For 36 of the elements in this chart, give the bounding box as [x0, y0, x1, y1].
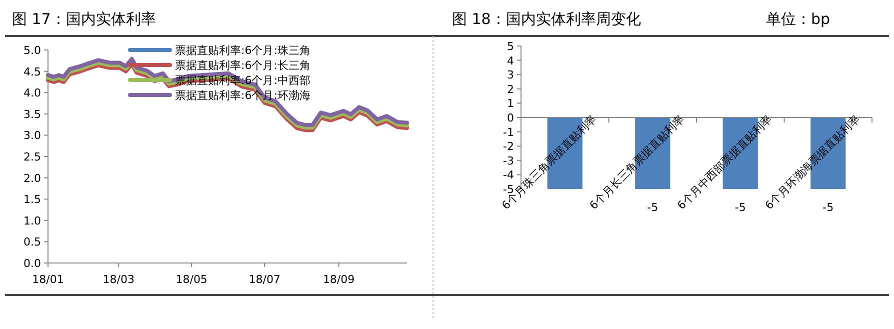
data-label: -5 [734, 201, 746, 214]
x-tick-label: 18/05 [176, 273, 208, 286]
x-tick-label: 18/03 [102, 273, 134, 286]
y-tick-label: 5 [507, 40, 514, 53]
y-tick-label: 2 [507, 82, 514, 96]
y-tick-label: 1.5 [24, 193, 41, 206]
chart-title: 图 18：国内实体利率周变化 [452, 10, 641, 28]
y-tick-label: 1 [507, 97, 514, 110]
data-label: -5 [822, 201, 834, 214]
chart-subtitle: 单位：bp [766, 10, 830, 28]
data-label: -5 [647, 201, 658, 214]
y-tick-label: -3 [503, 154, 514, 168]
chart-title: 图 17：国内实体利率 [12, 10, 156, 28]
legend-label: 票据直贴利率:6个月:环渤海 [175, 89, 310, 102]
x-tick-label: 18/07 [248, 273, 280, 286]
y-tick-label: 0.0 [24, 257, 41, 270]
y-tick-label: 4.0 [24, 86, 41, 100]
y-tick-label: 0 [507, 112, 514, 124]
y-tick-label: -2 [503, 140, 514, 154]
y-tick-label: -5 [503, 183, 514, 196]
y-tick-label: -1 [503, 126, 514, 139]
y-tick-label: 4.5 [24, 65, 41, 78]
legend-label: 票据直贴利率:6个月:珠三角 [175, 44, 310, 57]
y-tick-label: 2.0 [24, 172, 41, 185]
y-tick-label: 3 [507, 68, 514, 82]
y-tick-label: 2.5 [24, 150, 41, 164]
x-tick-label: 18/01 [32, 273, 64, 286]
y-tick-label: 4 [507, 54, 514, 68]
legend-label: 票据直贴利率:6个月:长三角 [175, 59, 310, 72]
y-tick-label: 3.5 [24, 108, 41, 121]
y-tick-label: 0.5 [24, 236, 41, 249]
x-tick-label: 18/09 [322, 273, 355, 286]
y-tick-label: 3.0 [24, 129, 41, 142]
y-tick-label: 1.0 [24, 214, 41, 228]
y-tick-label: 5.0 [24, 44, 41, 57]
y-tick-label: -4 [503, 168, 514, 182]
